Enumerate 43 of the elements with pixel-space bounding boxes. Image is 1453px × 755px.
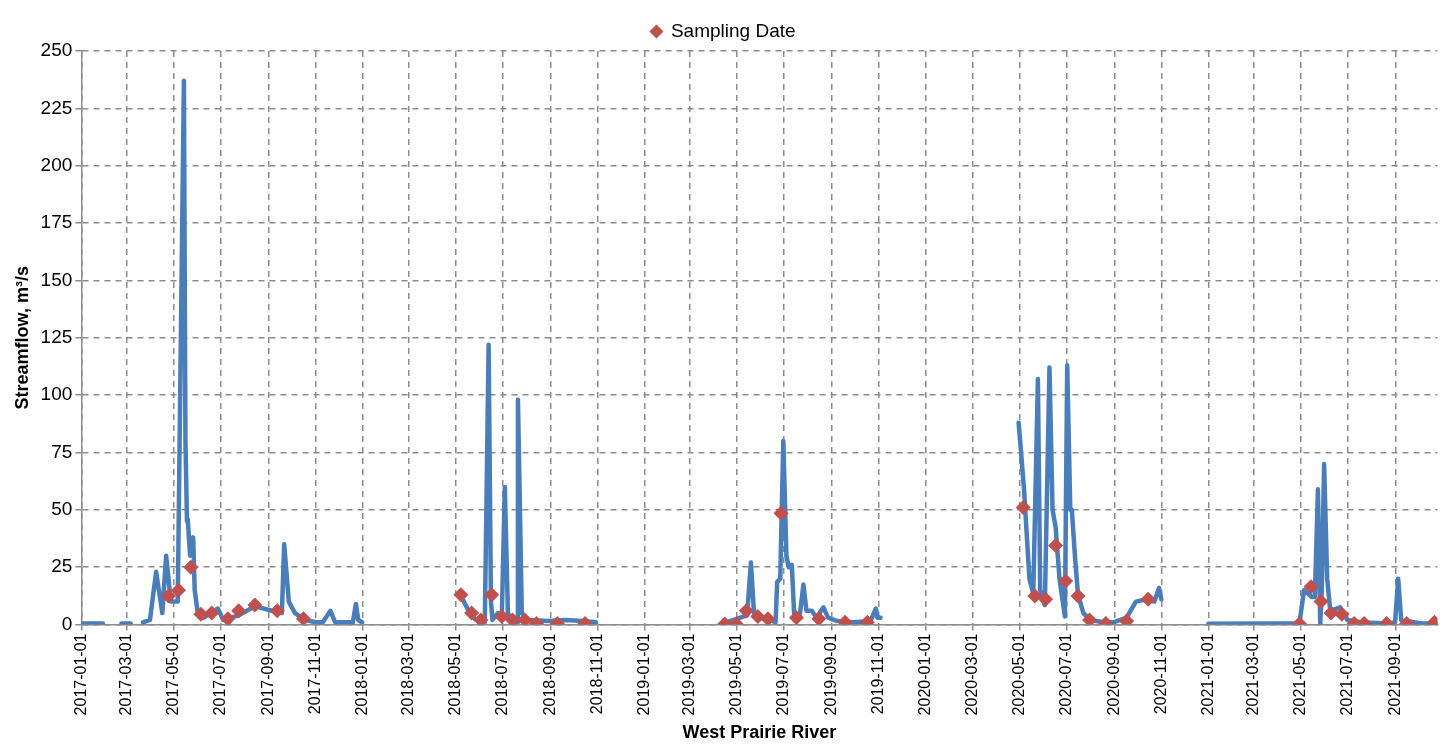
- x-tick-label: 2020-05-01: [1009, 633, 1027, 716]
- x-tick-label: 2017-07-01: [211, 633, 229, 716]
- x-tick-label: 2017-03-01: [117, 633, 135, 716]
- x-tick-label: 2017-11-01: [306, 633, 324, 715]
- x-tick-label: 2018-07-01: [492, 633, 510, 716]
- y-tick-label: 225: [40, 96, 73, 118]
- x-tick-label: 2021-05-01: [1291, 633, 1309, 716]
- x-tick-label: 2019-09-01: [822, 633, 840, 716]
- x-tick-label: 2019-07-01: [774, 633, 792, 716]
- x-tick-label: 2020-07-01: [1056, 633, 1074, 716]
- x-tick-label: 2019-01-01: [634, 633, 652, 716]
- x-tick-label: 2018-09-01: [540, 633, 558, 716]
- x-tick-label: 2018-01-01: [353, 633, 371, 716]
- y-tick-label: 200: [40, 153, 73, 175]
- y-tick-label: 250: [40, 39, 73, 61]
- x-tick-label: 2021-01-01: [1198, 633, 1216, 716]
- x-tick-label: 2017-05-01: [164, 633, 182, 716]
- x-tick-label: 2021-03-01: [1244, 633, 1262, 716]
- legend-label: Sampling Date: [670, 19, 796, 41]
- x-tick-label: 2018-05-01: [445, 633, 463, 716]
- x-tick-label: 2020-09-01: [1104, 633, 1122, 716]
- y-tick-label: 75: [51, 440, 73, 462]
- y-tick-label: 25: [51, 555, 73, 577]
- y-tick-label: 50: [51, 498, 73, 520]
- x-tick-label: 2020-01-01: [916, 633, 934, 716]
- y-tick-label: 125: [40, 326, 73, 348]
- x-tick-label: 2019-11-01: [869, 633, 887, 715]
- x-tick-label: 2018-03-01: [398, 633, 416, 716]
- x-tick-label: 2021-07-01: [1338, 633, 1356, 716]
- x-tick-label: 2021-09-01: [1386, 633, 1404, 716]
- x-tick-label: 2017-09-01: [259, 633, 277, 716]
- x-tick-label: 2019-05-01: [727, 633, 745, 716]
- x-tick-label: 2019-03-01: [680, 633, 698, 716]
- x-tick-label: 2020-11-01: [1151, 633, 1169, 715]
- x-axis-title: West Prairie River: [682, 722, 837, 743]
- y-tick-label: 100: [40, 383, 73, 405]
- y-tick-label: 150: [40, 268, 73, 290]
- y-axis-title: Streamflow, m³/s: [11, 266, 32, 410]
- x-tick-label: 2017-01-01: [71, 633, 89, 716]
- x-tick-label: 2020-03-01: [962, 633, 980, 716]
- y-tick-label: 175: [40, 211, 73, 233]
- x-tick-label: 2018-11-01: [587, 633, 605, 715]
- y-tick-label: 0: [61, 612, 73, 634]
